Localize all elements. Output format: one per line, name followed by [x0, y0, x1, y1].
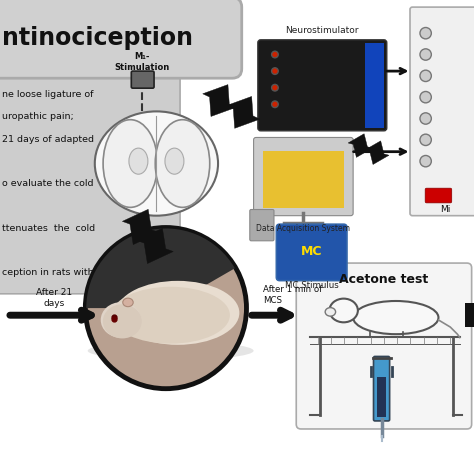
Ellipse shape: [165, 148, 184, 174]
FancyBboxPatch shape: [0, 71, 180, 294]
Circle shape: [272, 51, 278, 58]
FancyBboxPatch shape: [296, 263, 472, 429]
Text: ne loose ligature of: ne loose ligature of: [2, 90, 94, 99]
Text: ttenuates  the  cold: ttenuates the cold: [2, 224, 95, 233]
FancyBboxPatch shape: [263, 151, 344, 208]
Circle shape: [272, 101, 278, 108]
Circle shape: [420, 134, 431, 146]
Ellipse shape: [88, 341, 254, 360]
Text: MC: MC: [301, 245, 322, 258]
FancyBboxPatch shape: [250, 210, 274, 241]
Ellipse shape: [325, 308, 336, 316]
Ellipse shape: [155, 119, 210, 208]
Ellipse shape: [123, 298, 133, 307]
Circle shape: [85, 228, 246, 389]
FancyBboxPatch shape: [254, 137, 353, 216]
FancyBboxPatch shape: [374, 356, 390, 421]
FancyBboxPatch shape: [465, 303, 474, 327]
Ellipse shape: [103, 119, 157, 208]
Text: After 21
days: After 21 days: [36, 288, 73, 308]
Text: 21 days of adapted: 21 days of adapted: [2, 135, 94, 144]
Text: MC Stimulus: MC Stimulus: [284, 281, 338, 290]
Circle shape: [420, 27, 431, 39]
Text: ception in rats with: ception in rats with: [2, 268, 94, 277]
Circle shape: [420, 155, 431, 167]
Ellipse shape: [95, 111, 218, 216]
Polygon shape: [365, 141, 389, 164]
Polygon shape: [122, 210, 159, 245]
Text: Acetone test: Acetone test: [339, 273, 428, 286]
Polygon shape: [203, 85, 236, 117]
Ellipse shape: [129, 148, 148, 174]
Ellipse shape: [329, 299, 358, 322]
Circle shape: [420, 70, 431, 82]
Polygon shape: [348, 134, 373, 157]
Text: o evaluate the cold: o evaluate the cold: [2, 179, 94, 188]
Text: Neurostimulator: Neurostimulator: [285, 27, 359, 35]
Ellipse shape: [103, 304, 142, 338]
Ellipse shape: [111, 287, 230, 344]
Text: Mi: Mi: [440, 205, 451, 214]
Circle shape: [420, 91, 431, 103]
Text: uropathic pain;: uropathic pain;: [2, 112, 74, 121]
Circle shape: [272, 68, 278, 74]
Text: ntinociception: ntinociception: [2, 26, 193, 50]
Circle shape: [420, 49, 431, 60]
FancyBboxPatch shape: [377, 377, 386, 417]
FancyBboxPatch shape: [365, 43, 384, 128]
Polygon shape: [137, 228, 173, 264]
Ellipse shape: [100, 302, 141, 338]
FancyBboxPatch shape: [0, 0, 242, 78]
Ellipse shape: [353, 301, 438, 334]
FancyBboxPatch shape: [131, 71, 154, 88]
Ellipse shape: [116, 281, 239, 345]
FancyBboxPatch shape: [410, 7, 474, 216]
Text: M₁-
Stimulation: M₁- Stimulation: [115, 52, 170, 72]
Polygon shape: [227, 97, 260, 128]
Circle shape: [420, 113, 431, 124]
FancyBboxPatch shape: [258, 40, 387, 131]
FancyBboxPatch shape: [425, 188, 452, 203]
Text: Data Acquisition System: Data Acquisition System: [256, 224, 350, 233]
Circle shape: [272, 84, 278, 91]
Text: After 1 min of
MCS: After 1 min of MCS: [263, 285, 322, 305]
Wedge shape: [86, 228, 235, 308]
FancyBboxPatch shape: [276, 224, 347, 281]
